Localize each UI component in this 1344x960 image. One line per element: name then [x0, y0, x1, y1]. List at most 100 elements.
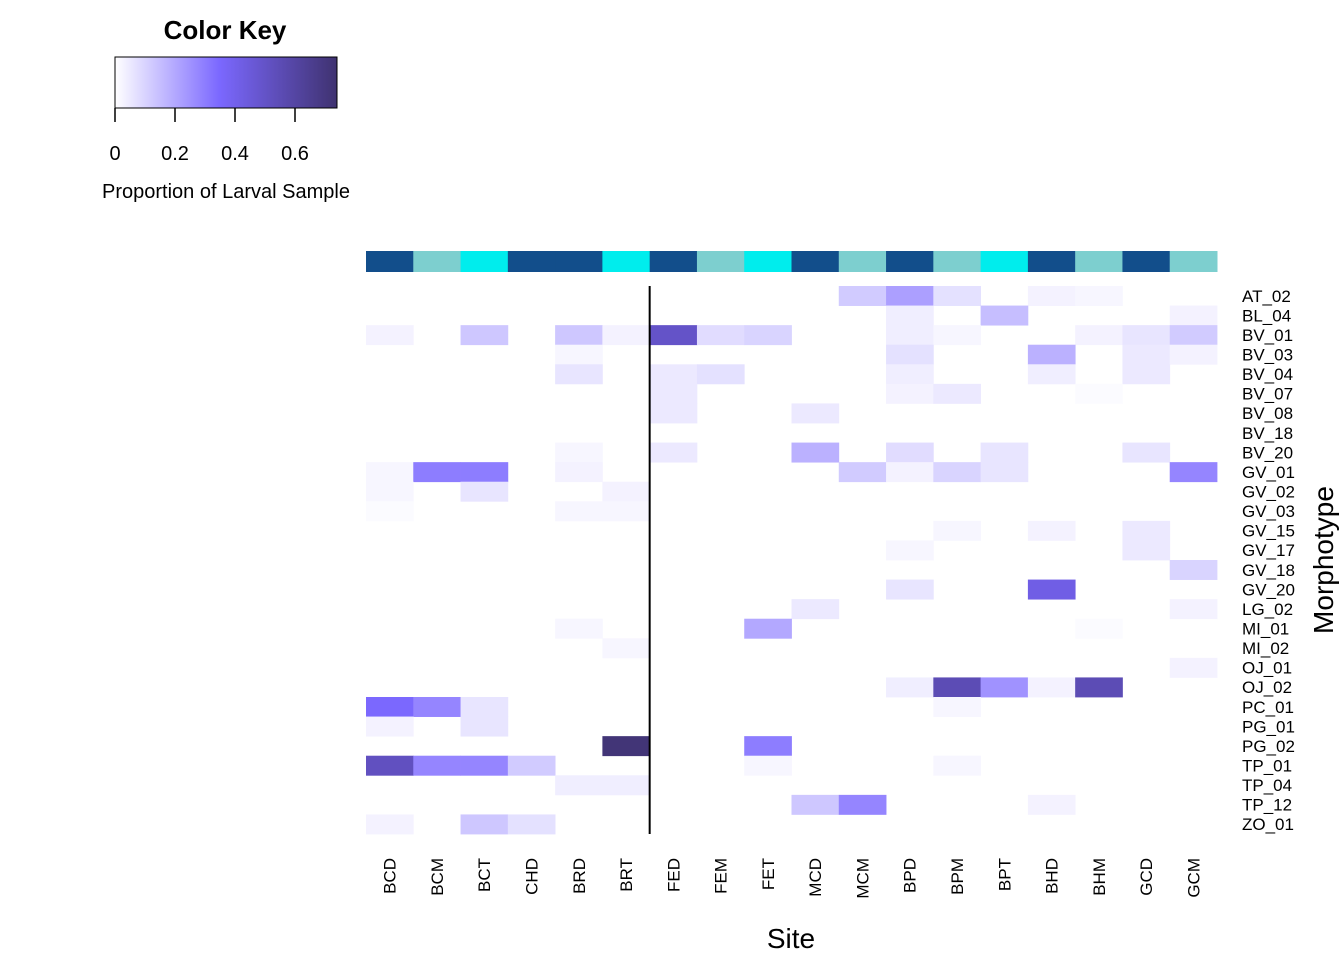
column-label: GCM	[1184, 858, 1203, 898]
row-label: ZO_01	[1242, 815, 1294, 834]
row-label: TP_01	[1242, 757, 1292, 776]
color-key-title: Color Key	[164, 15, 287, 45]
heatmap-cell	[933, 462, 982, 483]
row-label: PG_01	[1242, 717, 1295, 736]
column-color-cell	[555, 251, 603, 272]
heatmap-cell	[649, 403, 698, 424]
heatmap-cell	[413, 462, 461, 483]
row-label: MI_01	[1242, 620, 1289, 639]
column-label: CHD	[522, 858, 541, 895]
heatmap-cell	[555, 364, 603, 385]
heatmap-cell	[933, 520, 982, 541]
column-label: MCD	[806, 858, 825, 897]
heatmap-cell	[1075, 325, 1123, 346]
heatmap-cell	[980, 462, 1029, 483]
row-label: BV_07	[1242, 385, 1293, 404]
column-color-cell	[980, 251, 1029, 272]
heatmap-cell	[980, 442, 1029, 463]
heatmap-cell	[602, 775, 651, 796]
row-label: LG_02	[1242, 600, 1293, 619]
heatmap-cell	[933, 697, 982, 717]
column-color-cell	[696, 251, 745, 272]
heatmap-cell	[886, 579, 934, 600]
heatmap-cell	[366, 697, 414, 717]
column-label: BCT	[475, 858, 494, 892]
row-label: GV_01	[1242, 463, 1295, 482]
heatmap-cell	[602, 501, 651, 522]
heatmap-cell	[602, 481, 651, 502]
heatmap-cell	[933, 325, 982, 346]
heatmap-cell	[460, 697, 509, 717]
heatmap-cell	[1169, 657, 1218, 678]
heatmap-cell	[1122, 442, 1171, 463]
row-label: BV_08	[1242, 404, 1293, 423]
heatmap-cell	[366, 501, 414, 522]
heatmap-cell	[507, 755, 556, 776]
column-color-cell	[1075, 251, 1123, 272]
column-label: BPD	[901, 858, 920, 893]
row-label: BV_01	[1242, 326, 1293, 345]
column-color-cell	[1122, 251, 1171, 272]
heatmap-cell	[886, 325, 934, 346]
heatmap-cell	[460, 325, 509, 346]
heatmap-cell	[744, 618, 792, 639]
column-color-cell	[1169, 251, 1218, 272]
column-side-colors	[366, 251, 1218, 272]
heatmap-cell	[1169, 344, 1218, 365]
heatmap-cell	[696, 325, 745, 346]
column-label: BHM	[1090, 858, 1109, 896]
heatmap-cell	[366, 481, 414, 502]
heatmap-cell	[366, 325, 414, 346]
color-key-label: Proportion of Larval Sample	[102, 181, 350, 203]
heatmap-cell	[460, 481, 509, 502]
heatmap-cell	[413, 697, 461, 717]
heatmap-cell	[1027, 794, 1076, 815]
row-label: OJ_02	[1242, 678, 1292, 697]
heatmap-cell	[1075, 618, 1123, 639]
heatmap-cell	[1122, 540, 1171, 561]
heatmap-cell	[886, 462, 934, 483]
heatmap-cell	[1169, 305, 1218, 326]
column-label: FED	[664, 858, 683, 892]
heatmap-cells	[366, 286, 1218, 835]
heatmap-cell	[602, 638, 651, 659]
heatmap-cell	[366, 716, 414, 737]
column-label: FET	[759, 858, 778, 890]
row-label: GV_03	[1242, 502, 1295, 521]
column-labels: BCD BCM BCT CHD BRD BRT FED FEM FET MCD MCM BPD BPM B…	[381, 858, 1204, 899]
heatmap-cell	[555, 618, 603, 639]
x-axis-title: Site	[767, 923, 815, 954]
row-label: BV_18	[1242, 424, 1293, 443]
row-label: GV_18	[1242, 561, 1295, 580]
heatmap-cell	[696, 364, 745, 385]
heatmap-cell	[1169, 462, 1218, 483]
heatmap-cell	[791, 442, 840, 463]
y-axis-title: Morphotype	[1308, 486, 1339, 634]
color-key-gradient	[114, 56, 338, 109]
column-color-cell	[933, 251, 982, 272]
heatmap-cell	[980, 677, 1029, 698]
heatmap-cell	[555, 344, 603, 365]
heatmap-cell	[886, 383, 934, 404]
column-label: BCM	[428, 858, 447, 896]
row-label: TP_12	[1242, 796, 1292, 815]
heatmap-cell	[366, 814, 414, 835]
color-key-tick-label: 0.6	[281, 143, 309, 165]
heatmap-cell	[933, 755, 982, 776]
heatmap-cell	[555, 462, 603, 483]
column-color-cell	[507, 251, 556, 272]
heatmap-cell	[366, 462, 414, 483]
heatmap-cell	[838, 462, 887, 483]
heatmap-cell	[555, 501, 603, 522]
row-label: TP_04	[1242, 776, 1292, 795]
column-color-cell	[791, 251, 840, 272]
column-color-cell	[413, 251, 462, 272]
heatmap-cell	[744, 736, 792, 757]
heatmap-cell	[980, 305, 1029, 326]
row-label: BV_20	[1242, 443, 1293, 462]
heatmap-cell	[933, 677, 982, 698]
heatmap-cell	[649, 364, 698, 385]
row-label: BL_04	[1242, 306, 1291, 325]
heatmap-cell	[933, 383, 982, 404]
row-label: PC_01	[1242, 698, 1294, 717]
